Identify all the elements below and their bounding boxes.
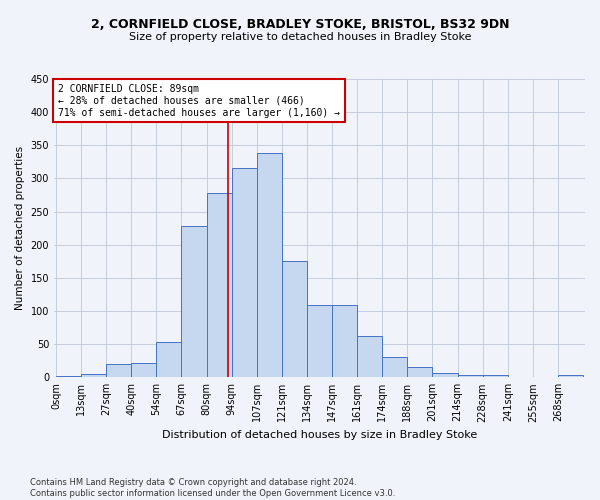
- Text: 2 CORNFIELD CLOSE: 89sqm
← 28% of detached houses are smaller (466)
71% of semi-: 2 CORNFIELD CLOSE: 89sqm ← 28% of detach…: [58, 84, 340, 117]
- Bar: [206, 193, 232, 378]
- Bar: [157, 342, 181, 378]
- Bar: [332, 305, 357, 378]
- Bar: [181, 226, 206, 378]
- Bar: [458, 376, 482, 378]
- Bar: [357, 336, 382, 378]
- Bar: [232, 168, 257, 378]
- Bar: [558, 376, 583, 378]
- Bar: [382, 358, 407, 378]
- Bar: [56, 376, 81, 378]
- Bar: [81, 374, 106, 378]
- Bar: [282, 262, 307, 378]
- Y-axis label: Number of detached properties: Number of detached properties: [15, 146, 25, 310]
- Text: 2, CORNFIELD CLOSE, BRADLEY STOKE, BRISTOL, BS32 9DN: 2, CORNFIELD CLOSE, BRADLEY STOKE, BRIST…: [91, 18, 509, 30]
- Bar: [257, 153, 282, 378]
- X-axis label: Distribution of detached houses by size in Bradley Stoke: Distribution of detached houses by size …: [162, 430, 477, 440]
- Text: Contains HM Land Registry data © Crown copyright and database right 2024.
Contai: Contains HM Land Registry data © Crown c…: [30, 478, 395, 498]
- Bar: [407, 366, 433, 378]
- Bar: [307, 305, 332, 378]
- Text: Size of property relative to detached houses in Bradley Stoke: Size of property relative to detached ho…: [129, 32, 471, 42]
- Bar: [482, 376, 508, 378]
- Bar: [433, 372, 458, 378]
- Bar: [106, 364, 131, 378]
- Bar: [508, 376, 533, 378]
- Bar: [131, 362, 157, 378]
